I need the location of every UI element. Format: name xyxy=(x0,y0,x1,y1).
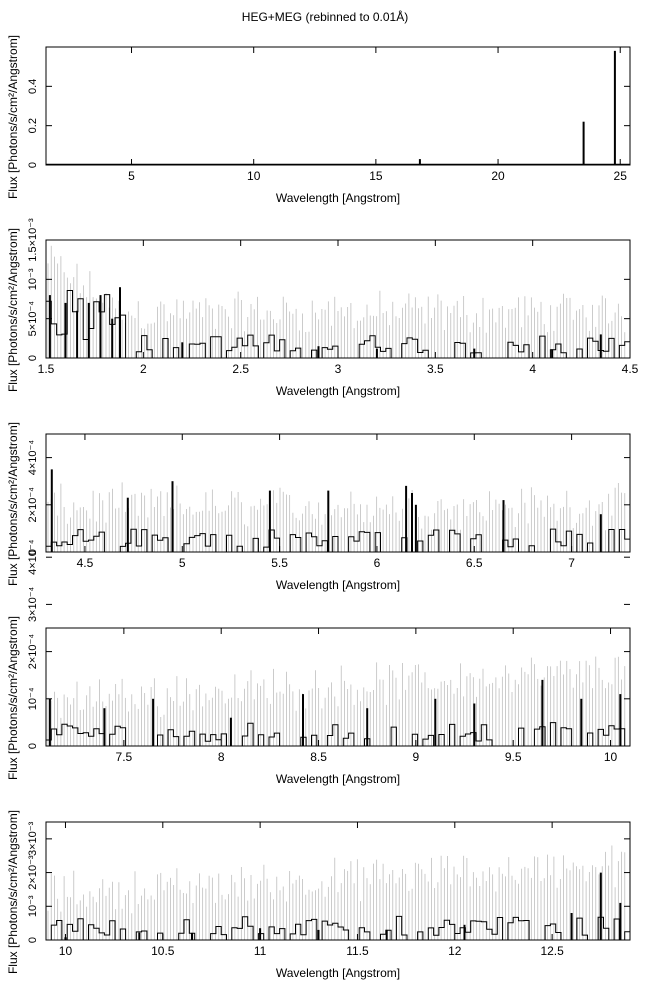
y-axis-label: Flux [Photons/s/cm²/Angstrom] xyxy=(6,228,20,392)
panel-1: 5 10 15 20 25 0 0.2 0.4 Wavelength [Angstrom] Flu… xyxy=(6,35,631,205)
y-tick-label: 10⁻³ xyxy=(27,895,39,917)
x-axis-label: Wavelength [Angstrom] xyxy=(276,191,400,205)
y-tick-label: 3×10⁻³ xyxy=(27,821,39,856)
x-tick-label: 2.5 xyxy=(232,362,249,376)
x-tick-label: 6 xyxy=(374,556,381,570)
y-tick-label: 10⁻⁴ xyxy=(27,687,39,710)
x-tick-label: 12 xyxy=(448,944,462,958)
x-tick-label: 9 xyxy=(413,750,420,764)
x-axis-label: Wavelength [Angstrom] xyxy=(276,966,400,980)
x-tick-label: 10.5 xyxy=(151,944,175,958)
figure-title: HEG+MEG (rebinned to 0.01Å) xyxy=(241,10,409,24)
spectrum-step-line xyxy=(45,290,631,359)
y-tick-label: 2×10⁻⁴ xyxy=(27,634,39,670)
y-tick-label: 0 xyxy=(27,937,39,943)
y-tick-label: 4×10⁻⁴ xyxy=(27,440,39,476)
x-tick-label: 10 xyxy=(247,169,261,183)
panel-2: 1.5 2 2.5 3 3.5 4 4.5 0 5×10⁻⁴ 10⁻³ 1.5×10⁻³ Wavele… xyxy=(6,218,639,398)
y-tick-label: 0 xyxy=(27,743,39,749)
x-tick-label: 5 xyxy=(179,556,186,570)
x-tick-label: 10 xyxy=(59,944,73,958)
y-axis-label: Flux [Photons/s/cm²/Angstrom] xyxy=(6,616,20,780)
y-tick-label: 0.2 xyxy=(27,118,39,133)
spectrum-step-line xyxy=(46,915,631,941)
x-tick-label: 11.5 xyxy=(346,944,369,958)
y-tick-label: 0.4 xyxy=(27,79,39,94)
plot-frame xyxy=(45,433,631,553)
x-tick-label: 4 xyxy=(529,362,536,376)
panel-3: 4.5 5 5.5 6 6.5 7 0 2×10⁻⁴ 4×10⁻⁴ Wavelength [Ang… xyxy=(6,422,631,592)
x-tick-label: 7.5 xyxy=(116,750,133,764)
y-tick-label: 0 xyxy=(27,355,39,361)
y-axis-label: Flux [Photons/s/cm²/Angstrom] xyxy=(6,810,20,974)
y-axis-label: Flux [Photons/s/cm²/Angstrom] xyxy=(6,422,20,586)
x-tick-label: 20 xyxy=(491,169,505,183)
x-tick-label: 3 xyxy=(335,362,342,376)
plot-frame xyxy=(45,627,631,747)
x-axis-label: Wavelength [Angstrom] xyxy=(276,384,400,398)
y-tick-label: 5×10⁻⁴ xyxy=(27,301,39,337)
y-tick-label: 3×10⁻⁴ xyxy=(27,586,39,622)
x-tick-label: 5 xyxy=(128,169,135,183)
y-tick-label: 0 xyxy=(27,162,39,168)
panel-4: 7.5 8 8.5 9 9.5 10 0 10⁻⁴ 2×10⁻⁴ 3×10⁻⁴ 4×10⁻⁴ Wave… xyxy=(6,539,631,786)
x-tick-label: 15 xyxy=(369,169,383,183)
x-tick-label: 2 xyxy=(140,362,147,376)
y-tick-label: 4×10⁻⁴ xyxy=(27,539,39,575)
x-tick-label: 5.5 xyxy=(271,556,288,570)
x-tick-label: 4.5 xyxy=(622,362,639,376)
x-tick-label: 7 xyxy=(568,556,575,570)
y-tick-label: 0 xyxy=(27,549,39,555)
x-tick-label: 6.5 xyxy=(466,556,483,570)
y-tick-label: 1.5×10⁻³ xyxy=(27,218,39,262)
x-tick-label: 9.5 xyxy=(505,750,522,764)
x-tick-label: 10 xyxy=(604,750,618,764)
plot-frame xyxy=(45,821,631,941)
x-tick-label: 12.5 xyxy=(540,944,564,958)
x-tick-label: 25 xyxy=(614,169,628,183)
x-axis-label: Wavelength [Angstrom] xyxy=(276,772,400,786)
panel-5: 10 10.5 11 11.5 12 12.5 0 10⁻³ 2×10⁻³3×10⁻³ Wavel… xyxy=(6,810,631,980)
x-axis-label: Wavelength [Angstrom] xyxy=(276,578,400,592)
x-tick-label: 8 xyxy=(218,750,225,764)
x-tick-label: 11 xyxy=(254,944,267,958)
x-tick-label: 1.5 xyxy=(38,362,55,376)
x-tick-label: 8.5 xyxy=(310,750,327,764)
x-tick-label: 4.5 xyxy=(77,556,94,570)
plot-frame xyxy=(45,46,631,166)
y-axis-label: Flux [Photons/s/cm²/Angstrom] xyxy=(6,35,20,199)
y-tick-label: 10⁻³ xyxy=(27,268,39,290)
y-tick-label: 2×10⁻⁴ xyxy=(27,487,39,523)
y-tick-label: 2×10⁻³ xyxy=(27,855,39,890)
x-tick-label: 3.5 xyxy=(427,362,444,376)
